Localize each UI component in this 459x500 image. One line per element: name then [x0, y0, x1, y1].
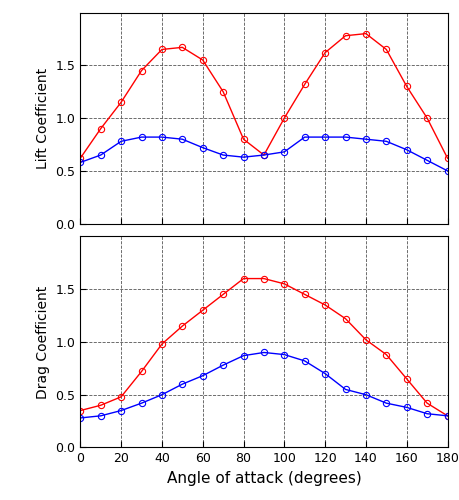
- Y-axis label: Lift Coefficient: Lift Coefficient: [36, 68, 50, 168]
- X-axis label: Angle of attack (degrees): Angle of attack (degrees): [167, 471, 361, 486]
- Y-axis label: Drag Coefficient: Drag Coefficient: [36, 286, 50, 399]
